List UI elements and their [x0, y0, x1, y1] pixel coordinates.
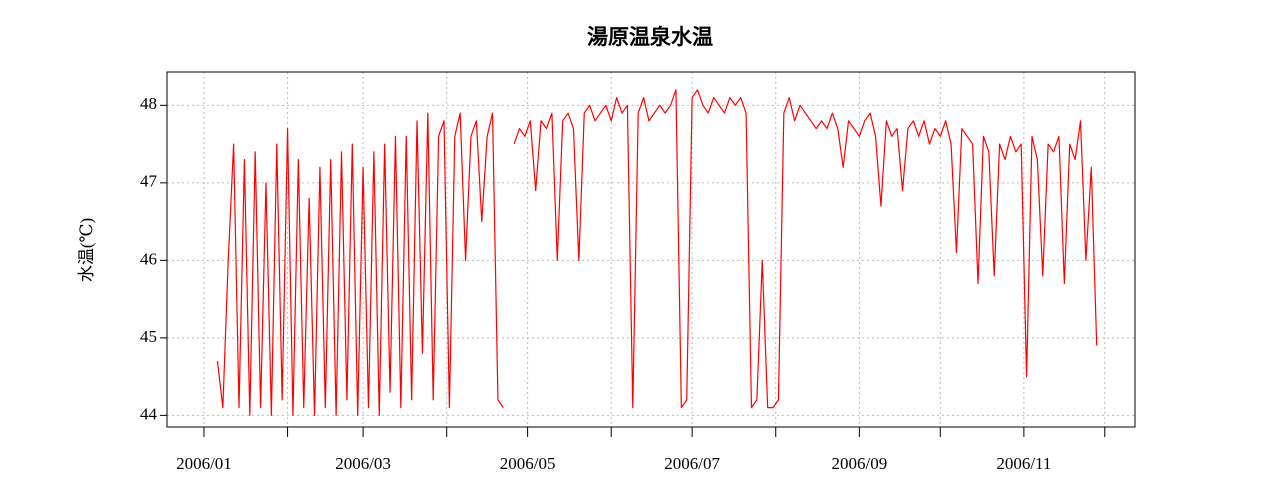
y-tick-label: 48: [140, 94, 157, 113]
x-tick-label: 2006/11: [996, 454, 1051, 473]
y-tick-label: 44: [140, 404, 158, 423]
x-tick-label: 2006/01: [176, 454, 232, 473]
y-tick-label: 45: [140, 327, 157, 346]
x-tick-label: 2006/03: [335, 454, 391, 473]
y-tick-label: 47: [140, 172, 158, 191]
chart-title: 湯原温泉水温: [587, 25, 713, 49]
plot-frame: [166, 71, 1136, 428]
y-axis-label: 水温(℃): [77, 218, 96, 282]
data-line: [216, 112, 504, 416]
x-tick-label: 2006/07: [664, 454, 720, 473]
x-tick-label: 2006/05: [500, 454, 556, 473]
x-tick-label: 2006/09: [831, 454, 887, 473]
data-line: [513, 89, 1098, 409]
y-tick-label: 46: [140, 249, 157, 268]
